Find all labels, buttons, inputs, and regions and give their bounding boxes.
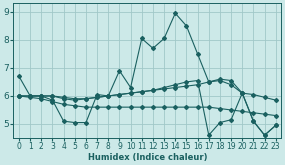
X-axis label: Humidex (Indice chaleur): Humidex (Indice chaleur) bbox=[87, 152, 207, 162]
